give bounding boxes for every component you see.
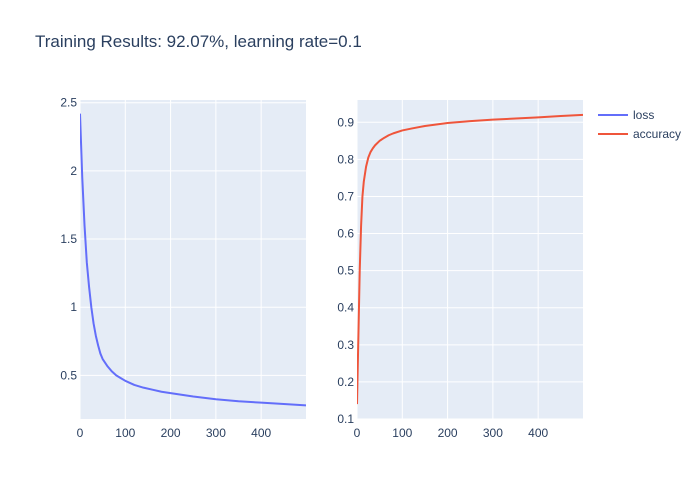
x-tick-label: 200: [438, 426, 458, 440]
y-tick-label: 0.1: [337, 412, 354, 426]
chart-title: Training Results: 92.07%, learning rate=…: [35, 32, 362, 51]
y-tick-label: 0.5: [337, 264, 354, 278]
legend-item-loss[interactable]: loss: [598, 108, 654, 122]
y-tick-label: 0.7: [337, 189, 354, 203]
subplot-accuracy: 0 100 200 300 400 0.1 0.2 0.3 0.4 0.5 0.6 0.7 0.8 0.9: [337, 100, 583, 440]
y-tick-label: 0.3: [337, 338, 354, 352]
series-line-accuracy: [357, 113, 583, 405]
y-tick-label: 2: [70, 164, 77, 178]
series-line-loss: [80, 113, 306, 407]
x-tick-label: 400: [251, 426, 271, 440]
y-tick-label: 0.8: [337, 152, 354, 166]
legend-label: loss: [633, 108, 654, 122]
y-tick-label: 0.9: [337, 115, 354, 129]
x-tick-label: 100: [392, 426, 412, 440]
x-tick-label: 400: [528, 426, 548, 440]
legend-label: accuracy: [633, 127, 681, 141]
x-tick-label: 300: [483, 426, 503, 440]
y-tick-label: 2.5: [60, 96, 77, 110]
y-tick-label: 1: [70, 300, 77, 314]
y-tick-label: 0.4: [337, 301, 354, 315]
x-tick-label: 200: [161, 426, 181, 440]
plot-background: [80, 100, 306, 419]
x-tick-label: 0: [77, 426, 84, 440]
legend: loss accuracy: [598, 108, 681, 141]
y-tick-label: 0.2: [337, 375, 354, 389]
plot-background: [357, 100, 583, 419]
y-tick-label: 0.5: [60, 368, 77, 382]
x-tick-label: 300: [206, 426, 226, 440]
y-tick-label: 1.5: [60, 232, 77, 246]
legend-item-accuracy[interactable]: accuracy: [598, 127, 681, 141]
x-tick-label: 100: [115, 426, 135, 440]
y-tick-label: 0.6: [337, 227, 354, 241]
x-tick-label: 0: [354, 426, 361, 440]
subplot-loss: 0 100 200 300 400 0.5 1 1.5 2 2.5: [60, 96, 306, 440]
